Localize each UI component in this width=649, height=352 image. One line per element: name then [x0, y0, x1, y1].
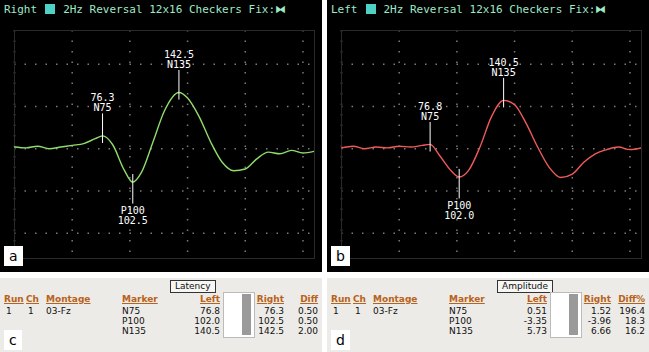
html-text:Run Ch: Run Ch — [4, 294, 39, 304]
html-text:Diff: Diff — [300, 294, 318, 304]
html-text:196.4: 196.4 — [619, 306, 645, 316]
html-text:Montage: Montage — [373, 294, 418, 304]
html-text:Left: Left — [526, 294, 547, 304]
html-text:1: 1 — [28, 306, 34, 316]
html-text:Right: Right — [583, 294, 611, 304]
html-text:0.50: 0.50 — [298, 316, 318, 326]
html-text:Left: Left — [199, 294, 220, 304]
html-text:0.51: 0.51 — [527, 306, 547, 316]
html-text:b: b — [336, 248, 345, 264]
html-text:c: c — [9, 332, 17, 348]
html-text:142.5: 142.5 — [258, 326, 284, 336]
html-text:Marker: Marker — [122, 294, 158, 304]
html-text:d: d — [336, 332, 345, 348]
html-text:Marker: Marker — [449, 294, 485, 304]
html-text:5.73: 5.73 — [527, 326, 547, 336]
html-text:Montage: Montage — [46, 294, 91, 304]
html-text:76.8: 76.8 — [200, 306, 220, 316]
html-text:18.3: 18.3 — [625, 316, 645, 326]
html-text:1: 1 — [355, 306, 361, 316]
html-text:03-Fz: 03-Fz — [46, 306, 71, 316]
html-text:Right: Right — [4, 3, 38, 16]
html-text:0.50: 0.50 — [298, 306, 318, 316]
html-text:1.52: 1.52 — [591, 306, 611, 316]
html-text:03-Fz: 03-Fz — [373, 306, 398, 316]
html-text:Left: Left — [331, 3, 358, 16]
html-text:Amplitude: Amplitude — [502, 281, 549, 291]
svg-text:76.3N75: 76.3N75 — [90, 92, 114, 113]
html-text:1: 1 — [333, 306, 339, 316]
html-text:140.5: 140.5 — [194, 326, 220, 336]
html-text:Right: Right — [256, 294, 284, 304]
svg-text:142.5N135: 142.5N135 — [164, 49, 194, 70]
svg-text:140.5N135: 140.5N135 — [489, 57, 519, 78]
html-text:Latency: Latency — [175, 281, 211, 291]
html-text:a: a — [9, 248, 18, 264]
html-text:N75: N75 — [449, 306, 468, 316]
html-text:-3.96: -3.96 — [587, 316, 611, 326]
html-text:N135: N135 — [122, 326, 146, 336]
html-text:16.2: 16.2 — [625, 326, 645, 336]
html-text:2Hz Reversal 12x16 Checkers Fi: 2Hz Reversal 12x16 Checkers Fix:⧓ — [383, 3, 607, 16]
html-text:76.3: 76.3 — [264, 306, 284, 316]
svg-text:76.8N75: 76.8N75 — [418, 101, 442, 122]
html-text:-3.35: -3.35 — [523, 316, 547, 326]
html-text:102.0: 102.0 — [194, 316, 220, 326]
html-text:2.00: 2.00 — [298, 326, 318, 336]
svg-text:P100102.5: P100102.5 — [118, 205, 148, 226]
html-text:2Hz Reversal 12x16 Checkers Fi: 2Hz Reversal 12x16 Checkers Fix:⧓ — [63, 3, 286, 16]
svg-text:P100102.0: P100102.0 — [444, 200, 474, 221]
html-text:Diff%: Diff% — [618, 294, 645, 304]
html-text:P100: P100 — [122, 316, 145, 326]
html-text:6.66: 6.66 — [591, 326, 611, 336]
html-text:P100: P100 — [449, 316, 472, 326]
html-text:N75: N75 — [122, 306, 141, 316]
html-text:N135: N135 — [449, 326, 473, 336]
html-text:1: 1 — [6, 306, 12, 316]
html-text:102.5: 102.5 — [258, 316, 284, 326]
html-text:Run Ch: Run Ch — [331, 294, 366, 304]
